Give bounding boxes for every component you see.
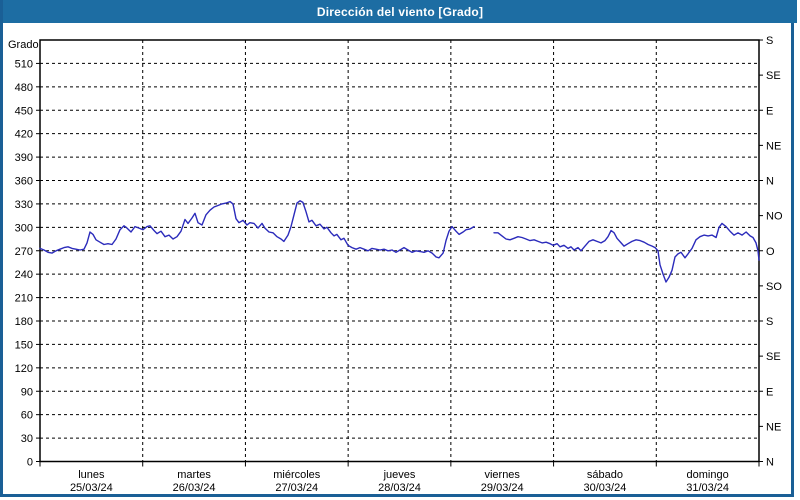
y-axis-title: Grado	[8, 39, 39, 51]
y-right-compass-label: O	[766, 246, 775, 258]
y-left-tick-label: 360	[15, 176, 33, 188]
x-day-date-label: 31/03/24	[686, 482, 729, 494]
x-day-date-label: 29/03/24	[481, 482, 524, 494]
y-right-compass-label: SO	[766, 281, 782, 293]
x-day-date-label: 26/03/24	[173, 482, 216, 494]
y-left-tick-label: 120	[15, 363, 33, 375]
y-right-compass-label: SE	[766, 70, 781, 82]
x-day-name-label: martes	[177, 469, 211, 481]
y-left-tick-label: 510	[15, 58, 33, 70]
window-title: Dirección del viento [Grado]	[316, 4, 484, 19]
y-left-tick-label: 390	[15, 152, 33, 164]
y-right-compass-label: NO	[766, 211, 783, 223]
x-day-name-label: lunes	[78, 469, 105, 481]
wind-direction-series-line	[39, 200, 475, 259]
y-right-compass-label: E	[766, 386, 773, 398]
x-day-name-label: domingo	[687, 469, 729, 481]
y-left-tick-label: 450	[15, 105, 33, 117]
y-left-tick-label: 0	[27, 457, 33, 469]
y-left-tick-label: 30	[21, 433, 33, 445]
y-left-tick-label: 240	[15, 269, 33, 281]
y-right-compass-label: E	[766, 105, 773, 117]
y-right-compass-label: S	[766, 35, 773, 47]
y-right-compass-label: N	[766, 176, 774, 188]
y-left-tick-label: 300	[15, 222, 33, 234]
y-left-tick-label: 270	[15, 246, 33, 258]
x-day-date-label: 25/03/24	[70, 482, 113, 494]
y-left-tick-label: 60	[21, 410, 33, 422]
y-left-tick-label: 180	[15, 316, 33, 328]
x-day-name-label: viernes	[484, 469, 520, 481]
plot-frame	[39, 39, 760, 463]
y-right-compass-label: S	[766, 316, 773, 328]
y-left-tick-label: 480	[15, 82, 33, 94]
y-right-compass-label: N	[766, 457, 774, 469]
y-left-tick-label: 330	[15, 199, 33, 211]
x-day-date-label: 30/03/24	[584, 482, 627, 494]
y-left-tick-label: 90	[21, 386, 33, 398]
y-left-tick-label: 150	[15, 339, 33, 351]
y-right-compass-label: SE	[766, 351, 781, 363]
window-titlebar: Dirección del viento [Grado]	[3, 0, 797, 23]
x-day-name-label: miércoles	[273, 469, 321, 481]
y-left-tick-label: 210	[15, 293, 33, 305]
x-day-name-label: jueves	[383, 469, 416, 481]
x-day-name-label: sábado	[587, 469, 623, 481]
wind-direction-series-line	[493, 222, 760, 283]
x-day-date-label: 28/03/24	[378, 482, 421, 494]
y-right-compass-label: NE	[766, 140, 781, 152]
x-day-date-label: 27/03/24	[275, 482, 318, 494]
y-right-compass-label: NE	[766, 421, 781, 433]
y-left-tick-label: 420	[15, 129, 33, 141]
